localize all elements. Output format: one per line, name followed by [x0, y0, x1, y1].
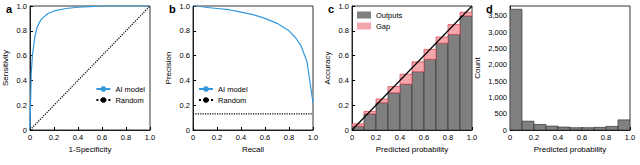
svg-text:1.0: 1.0 [467, 133, 477, 142]
svg-text:0.8: 0.8 [180, 26, 190, 35]
svg-text:0: 0 [186, 126, 190, 135]
svg-text:0.4: 0.4 [17, 76, 27, 85]
svg-text:0.6: 0.6 [180, 51, 190, 60]
svg-text:0.8: 0.8 [17, 26, 27, 35]
svg-text:Random: Random [115, 96, 143, 105]
svg-text:0.8: 0.8 [339, 26, 349, 35]
svg-text:0.2: 0.2 [371, 133, 381, 142]
svg-text:1,000: 1,000 [488, 93, 507, 102]
svg-text:0.4: 0.4 [553, 133, 563, 142]
svg-text:1,500: 1,500 [488, 77, 507, 86]
svg-text:0: 0 [191, 133, 195, 142]
svg-text:0.2: 0.2 [339, 101, 349, 110]
svg-text:0.6: 0.6 [339, 51, 349, 60]
svg-text:0.2: 0.2 [180, 101, 190, 110]
svg-text:c: c [328, 3, 334, 15]
svg-text:0.4: 0.4 [236, 133, 246, 142]
svg-text:0.2: 0.2 [529, 133, 539, 142]
svg-text:Count: Count [473, 57, 482, 79]
svg-text:3,500: 3,500 [488, 11, 507, 21]
svg-text:Recall: Recall [242, 145, 264, 154]
svg-text:AI model: AI model [115, 85, 145, 94]
svg-text:1.0: 1.0 [339, 2, 349, 11]
svg-text:0.8: 0.8 [121, 133, 131, 142]
svg-text:0: 0 [350, 133, 354, 142]
svg-text:0: 0 [508, 133, 512, 142]
svg-text:0: 0 [503, 126, 507, 135]
svg-text:0.6: 0.6 [97, 133, 107, 142]
svg-text:Precision: Precision [164, 52, 173, 85]
svg-text:0.6: 0.6 [17, 51, 27, 60]
svg-text:0.2: 0.2 [49, 133, 59, 142]
svg-text:Gap: Gap [376, 22, 390, 31]
svg-text:500: 500 [494, 109, 507, 118]
svg-text:Random: Random [218, 96, 246, 105]
svg-text:0.4: 0.4 [180, 76, 190, 85]
svg-text:0.4: 0.4 [339, 76, 349, 85]
svg-text:0.8: 0.8 [443, 133, 453, 142]
svg-text:Predicted probability: Predicted probability [376, 145, 448, 154]
svg-text:1.0: 1.0 [308, 133, 318, 142]
svg-text:2,500: 2,500 [488, 44, 507, 53]
svg-text:0.6: 0.6 [577, 133, 587, 142]
svg-text:0: 0 [23, 126, 27, 135]
svg-text:0.6: 0.6 [260, 133, 270, 142]
svg-text:0.4: 0.4 [395, 133, 405, 142]
svg-text:1.0: 1.0 [625, 133, 635, 142]
svg-text:0.6: 0.6 [419, 133, 429, 142]
svg-text:0: 0 [28, 133, 32, 142]
svg-text:0.2: 0.2 [17, 101, 27, 110]
svg-text:Predicted probability: Predicted probability [534, 145, 606, 154]
svg-text:1.0: 1.0 [145, 133, 155, 142]
svg-text:1.0: 1.0 [180, 2, 190, 11]
svg-text:0: 0 [345, 126, 349, 135]
svg-text:1.0: 1.0 [17, 2, 27, 11]
svg-text:3,000: 3,000 [488, 28, 507, 37]
svg-text:1-Specificity: 1-Specificity [68, 145, 111, 154]
svg-text:AI model: AI model [218, 85, 248, 94]
svg-text:0.4: 0.4 [73, 133, 83, 142]
svg-text:Outputs: Outputs [376, 11, 403, 20]
svg-text:2,000: 2,000 [488, 60, 507, 69]
svg-text:0.8: 0.8 [284, 133, 294, 142]
svg-text:b: b [169, 3, 176, 15]
svg-text:0.8: 0.8 [601, 133, 611, 142]
svg-text:Sensitivity: Sensitivity [1, 50, 10, 86]
svg-text:Accuracy: Accuracy [323, 52, 332, 85]
svg-text:d: d [486, 3, 493, 15]
svg-text:0.2: 0.2 [212, 133, 222, 142]
svg-text:a: a [6, 3, 13, 15]
